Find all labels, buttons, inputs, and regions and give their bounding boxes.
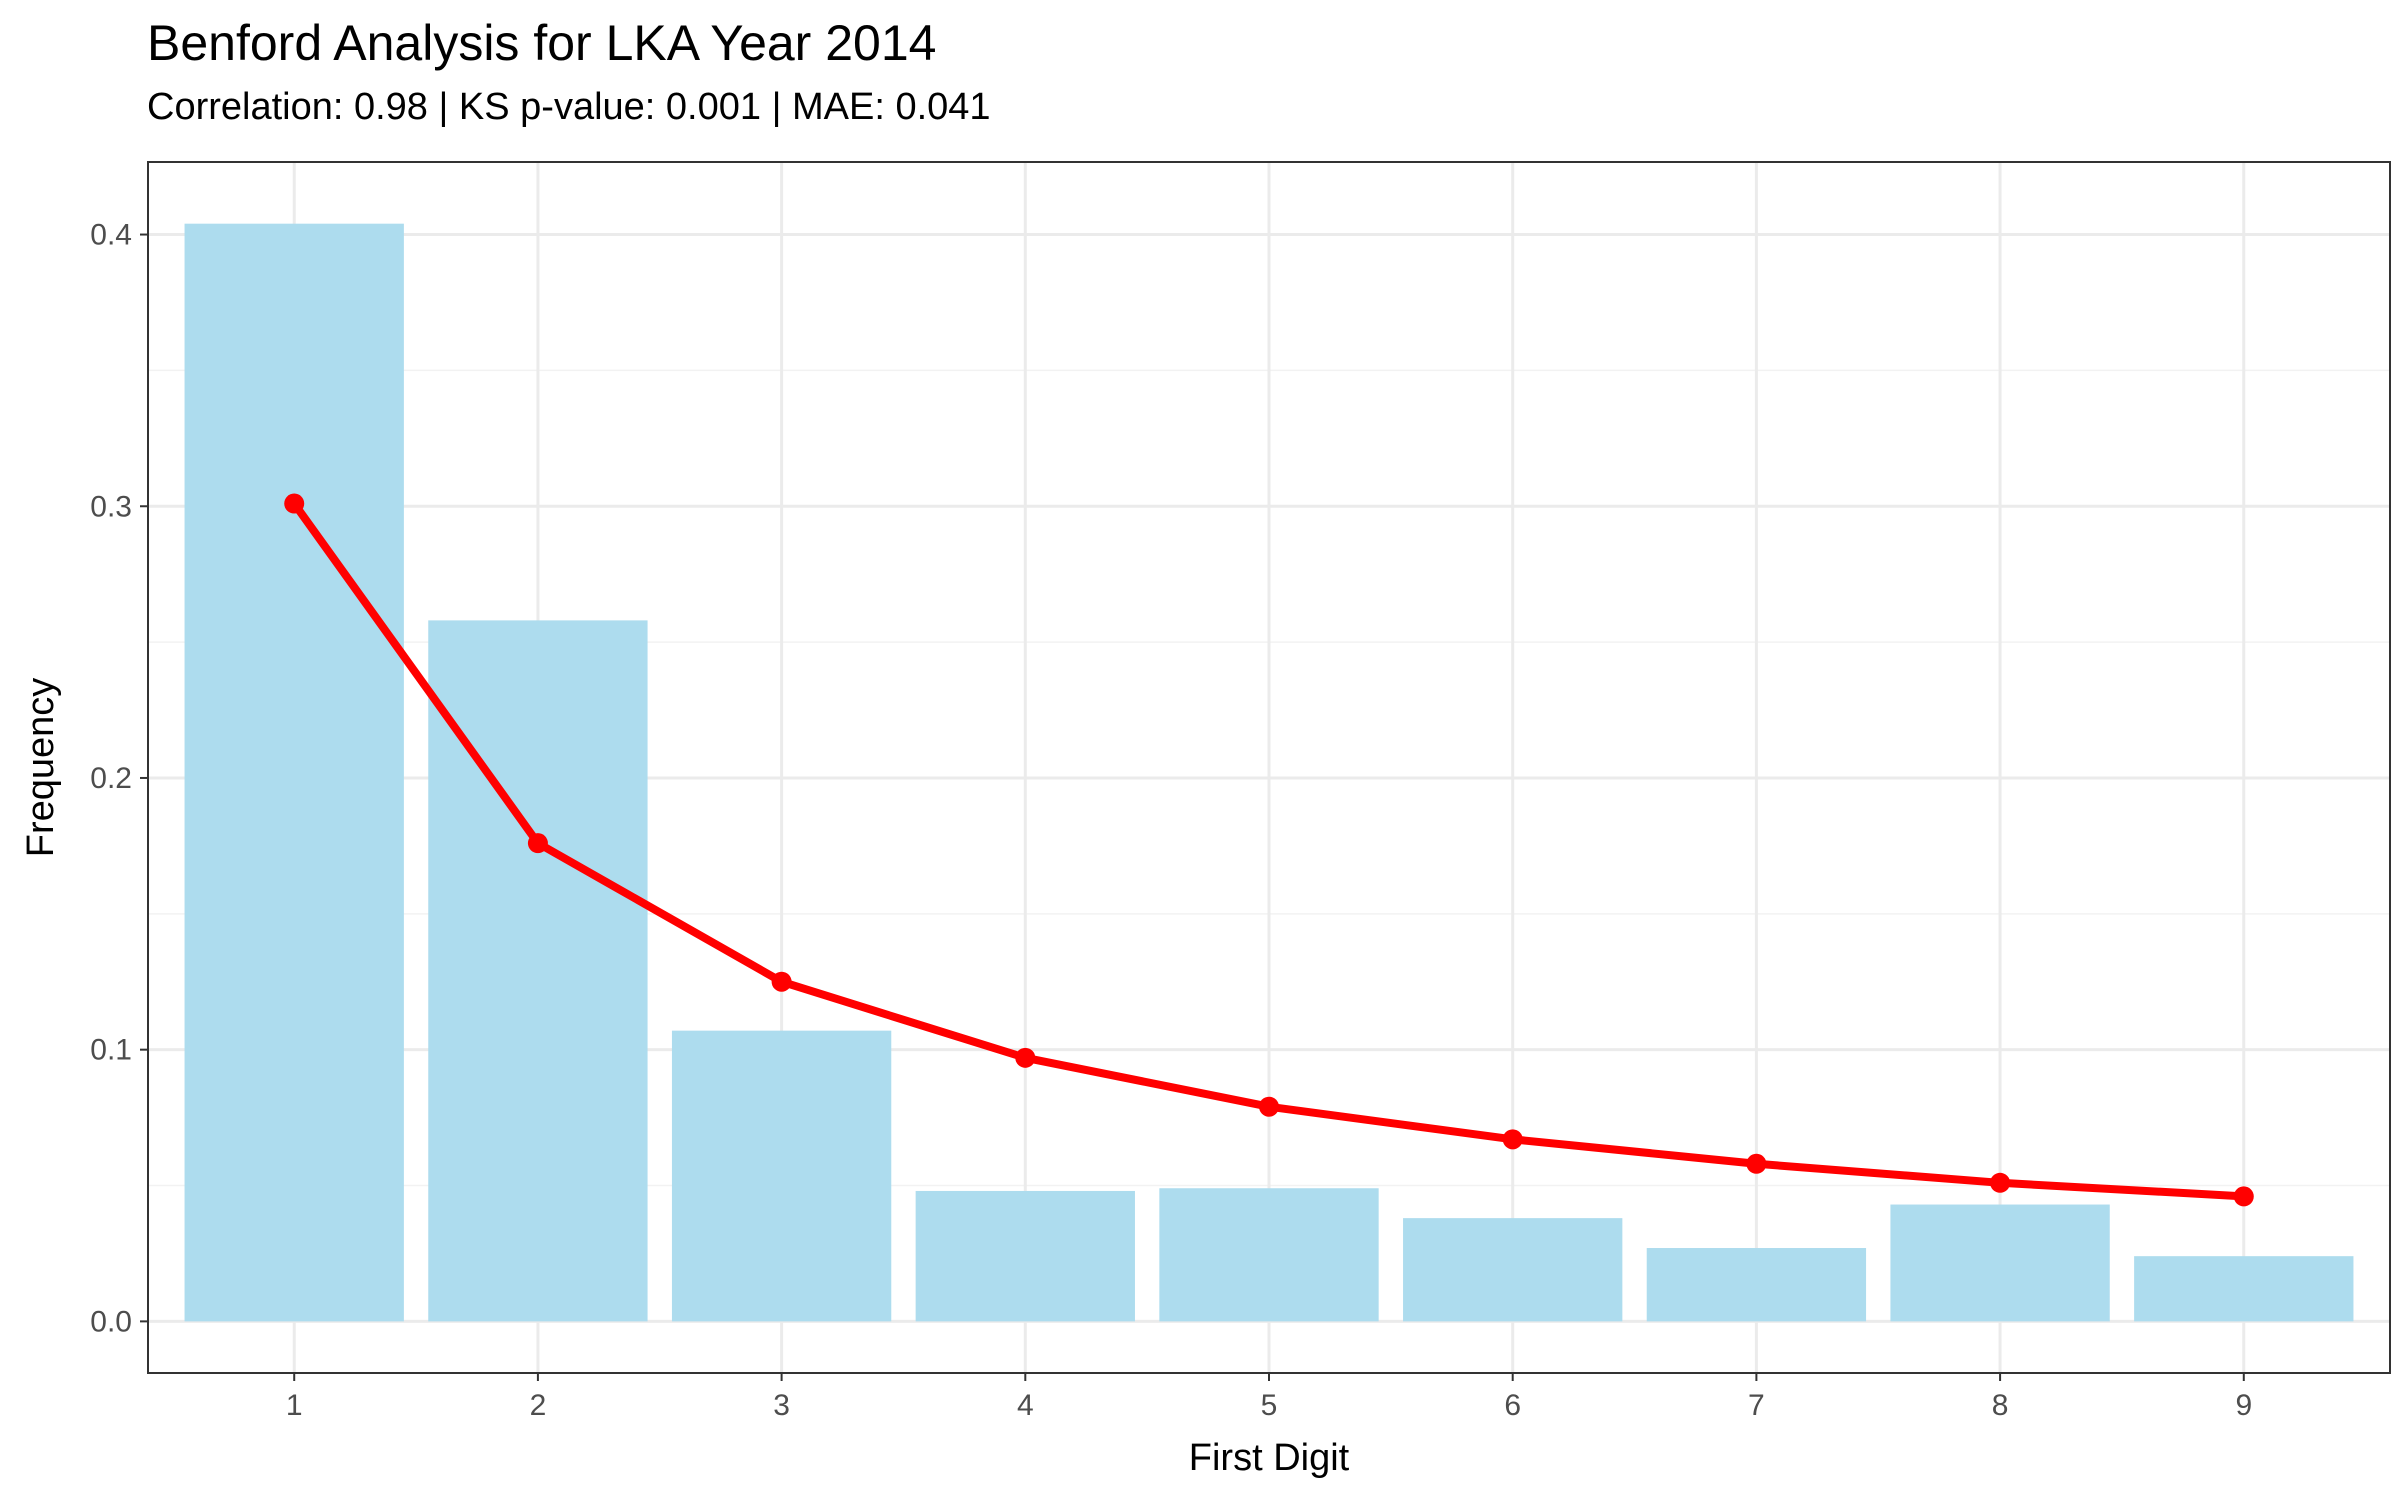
bar-digit-7	[1646, 1248, 1867, 1322]
chart-title: Benford Analysis for LKA Year 2014	[147, 15, 937, 71]
benford-line-series	[284, 493, 2254, 1207]
x-tick-labels: 1 2 3 4 5 6 7 8 9	[286, 1389, 2252, 1422]
benford-point-1	[284, 493, 305, 514]
x-tick-label: 6	[1504, 1389, 1521, 1422]
bar-digit-2	[428, 620, 648, 1322]
y-axis-title: Frequency	[20, 678, 62, 858]
benford-point-9	[2233, 1186, 2254, 1207]
y-tick-label: 0.3	[90, 490, 132, 523]
benford-point-2	[527, 833, 548, 854]
x-tick-label: 9	[2235, 1389, 2252, 1422]
benford-point-5	[1259, 1096, 1279, 1117]
benford-point-7	[1746, 1153, 1767, 1174]
x-tick-label: 2	[530, 1389, 547, 1422]
y-tick-label: 0.4	[90, 219, 132, 252]
y-tick-label: 0.2	[90, 762, 132, 795]
x-tick-label: 3	[773, 1389, 790, 1422]
benford-point-8	[1990, 1172, 2011, 1193]
benford-point-6	[1502, 1129, 1523, 1150]
x-tick-label: 7	[1748, 1389, 1765, 1422]
bar-digit-8	[1890, 1204, 2110, 1322]
bar-digit-1	[184, 223, 404, 1322]
x-tick-label: 1	[286, 1389, 303, 1422]
bar-digit-5	[1159, 1188, 1379, 1322]
bar-digit-6	[1403, 1218, 1623, 1322]
y-tick-label: 0.0	[90, 1305, 132, 1338]
benford-point-4	[1015, 1047, 1036, 1068]
axis-ticks	[140, 233, 2245, 1381]
bar-digit-9	[2134, 1256, 2354, 1322]
benford-point-3	[771, 971, 792, 992]
x-axis-title: First Digit	[1189, 1437, 1350, 1479]
bar-digit-3	[671, 1030, 892, 1322]
x-tick-label: 4	[1017, 1389, 1034, 1422]
x-tick-label: 5	[1261, 1389, 1278, 1422]
y-tick-label: 0.1	[90, 1034, 132, 1067]
y-tick-labels: 0.0 0.1 0.2 0.3 0.4	[90, 219, 132, 1339]
bar-series	[184, 223, 2354, 1322]
bar-digit-4	[915, 1190, 1135, 1322]
chart-subtitle: Correlation: 0.98 | KS p-value: 0.001 | …	[147, 86, 991, 128]
x-tick-label: 8	[1992, 1389, 2009, 1422]
